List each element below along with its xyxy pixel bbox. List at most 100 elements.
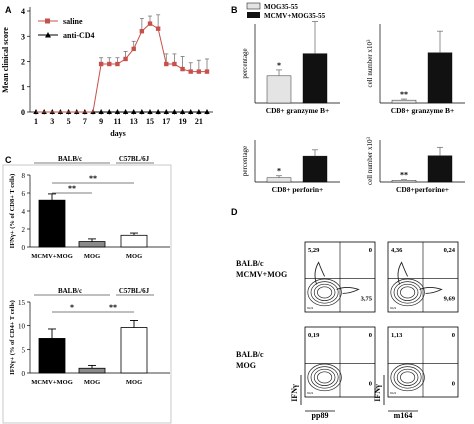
group-label-c57bl: C57BL/6J [119, 155, 150, 163]
anticd4-point [139, 109, 145, 114]
series-saline-line [36, 22, 207, 113]
saline-point [98, 61, 104, 67]
contour-tail [419, 286, 443, 294]
contour-ring [307, 278, 342, 307]
flow-plot-2: 4,36 0,24 9,69 94,9 [387, 241, 459, 313]
group-label-balbc: BALB/c [58, 287, 82, 295]
quadrant-upper-left: 1,13 [391, 332, 403, 339]
anticd4-point [163, 109, 169, 114]
x-tick-label: 17 [162, 117, 170, 126]
bar-1 [38, 338, 66, 374]
quadrant-upper-right: 0 [369, 247, 372, 254]
y-axis-label: cell number x103 [366, 137, 374, 186]
y-tick-label: 5 [22, 346, 26, 354]
contour-ring [396, 368, 419, 386]
y-tick-label: 4 [22, 208, 26, 216]
significance-mark: ** [89, 174, 97, 183]
y-tick-label: 10 [18, 323, 26, 331]
y-tick-label: 2 [22, 226, 26, 234]
quadrant-lower-left: 94,9 [390, 391, 396, 396]
bar-mog35-55 [391, 99, 417, 104]
x-axis-label: CD8+ granzyme B+ [391, 106, 455, 115]
y-axis-label: IFNγ+ (% of CD4+ T cells) [9, 300, 16, 375]
panel-b-chart-1: percentage CD8+ granzyme B+ * [241, 21, 340, 115]
bar-2 [78, 241, 106, 248]
quadrant-lower-right: 9,69 [444, 295, 456, 302]
y-tick-label: 1 [21, 83, 25, 92]
row-label-2-treatment: MOG [236, 361, 256, 370]
contour-ring [310, 281, 339, 304]
panel-a-xlabel: days [110, 129, 126, 138]
x-axis-label: CD8+ perforin+ [272, 185, 324, 194]
panel-c-chart-1: 0 2 4 6 8 IFNγ+ (% of CD8+ T cells) MCMV+MOG MO… [9, 155, 170, 260]
x-tick-label: 19 [179, 117, 187, 126]
x-tick-label: 15 [146, 117, 154, 126]
y-tick-label: 0 [21, 108, 25, 117]
quadrant-upper-right: 0,24 [444, 247, 456, 254]
bar-mcmv-mog35-55 [427, 52, 453, 104]
saline-point [155, 26, 161, 31]
contour-ring [393, 281, 422, 304]
quadrant-lower-right: 3,75 [361, 295, 373, 302]
quadrant-upper-left: 0,19 [308, 332, 320, 339]
quadrant-lower-left: 94,9 [390, 306, 396, 311]
bar-mog35-55 [391, 180, 417, 183]
bar-mcmv-mog35-55 [427, 155, 453, 183]
y-axis-label: cell number x103 [366, 39, 374, 88]
flow-xaxis-left: pp89 [312, 411, 329, 420]
contour-tail [336, 286, 360, 294]
significance-mark: ** [109, 303, 117, 312]
quadrant-upper-left: 4,36 [391, 247, 403, 254]
bar-1 [38, 199, 66, 248]
anticd4-point [188, 109, 194, 114]
x-tick-label: 21 [195, 117, 203, 126]
x-tick-label: 1 [34, 117, 38, 126]
panel-c-frame [2, 164, 172, 424]
flow-plot-1: 5,29 0 3,75 94,9 [304, 241, 376, 313]
contour-ring [400, 286, 416, 299]
flow-xaxis-right: m164 [394, 411, 413, 420]
anticd4-point [155, 109, 161, 114]
significance-mark: ** [400, 90, 408, 99]
saline-point [147, 21, 153, 26]
category-label: MOG [126, 379, 142, 386]
contour-ring [393, 366, 422, 389]
panel-b-chart-4: cell number x103 CD8+perforine+ ** [366, 137, 465, 194]
anticd4-point [106, 109, 112, 114]
y-axis-label-exponent: 3 [367, 137, 372, 140]
panel-b-legend: MOG35-55 MCMV+MOG35-55 [246, 2, 326, 20]
contour-ring [307, 363, 342, 392]
saline-point [131, 46, 136, 52]
significance-mark: * [277, 61, 281, 70]
anticd4-point [114, 109, 121, 114]
flow-plot-3: 0,19 0 0 94,9 [304, 326, 376, 398]
y-tick-label: 0 [22, 370, 26, 378]
y-tick-label: 8 [22, 172, 26, 180]
y-tick-label: 15 [18, 299, 26, 307]
y-tick-label: 4 [21, 7, 25, 16]
legend-anticd4-label: anti-CD4 [63, 31, 95, 40]
category-label: MOG [126, 253, 142, 260]
saline-point [196, 69, 202, 74]
legend-mog-swatch [246, 2, 261, 10]
contour-tail [397, 261, 409, 285]
y-tick-label: 3 [21, 32, 25, 41]
contour-ring [396, 283, 419, 301]
bar-mog35-55 [266, 75, 292, 104]
anticd4-point [179, 109, 186, 114]
significance-mark: ** [68, 184, 76, 193]
category-label: MCMV+MOG [31, 253, 73, 260]
flow-yaxis-left: IFNγ [290, 384, 299, 402]
significance-mark: * [277, 167, 281, 176]
saline-point [172, 61, 177, 67]
bar-mog35-55 [266, 177, 292, 183]
significance-mark: ** [400, 171, 408, 180]
flow-yaxis-right: IFNγ [373, 384, 382, 402]
x-tick-label: 13 [130, 117, 138, 126]
contour-ring [310, 366, 339, 389]
legend-saline-marker [45, 18, 50, 24]
panel-letter-d: D [231, 207, 238, 217]
bar-3 [120, 234, 148, 248]
